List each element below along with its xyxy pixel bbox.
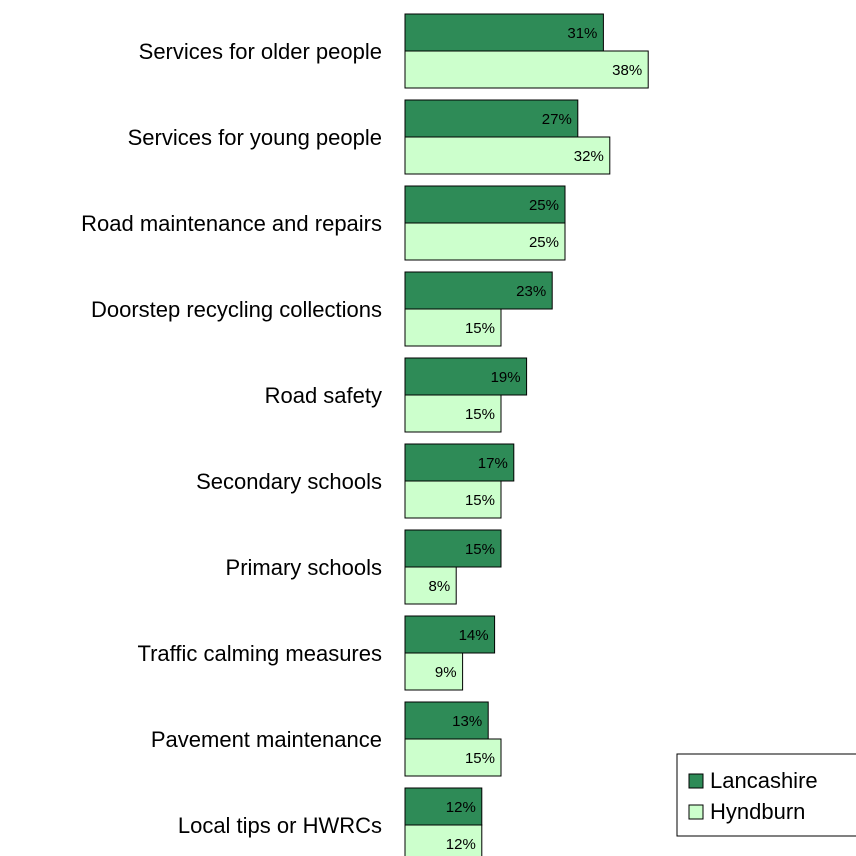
bar-lancashire-services-for-older-people: [404, 13, 604, 52]
legend-swatch-hyndburn: [688, 804, 704, 820]
bar-hyndburn-services-for-young-people: [404, 136, 611, 175]
bar-lancashire-secondary-schools: [404, 443, 515, 482]
value-label-lancashire-secondary-schools: 17%: [478, 455, 508, 472]
bar-hyndburn-road-safety: [404, 394, 502, 433]
value-label-lancashire-doorstep-recycling-collections: 23%: [516, 283, 546, 300]
category-label-services-for-young-people: Services for young people: [128, 125, 382, 150]
bars-group: [404, 13, 649, 856]
value-label-lancashire-services-for-older-people: 31%: [567, 25, 597, 42]
bar-hyndburn-services-for-older-people: [404, 50, 649, 89]
value-label-lancashire-primary-schools: 15%: [465, 541, 495, 558]
value-label-lancashire-pavement-maintenance: 13%: [452, 713, 482, 730]
bar-hyndburn-primary-schools: [404, 566, 457, 605]
bar-hyndburn-road-maintenance-and-repairs: [404, 222, 566, 261]
category-label-local-tips-or-hwrcs: Local tips or HWRCs: [178, 813, 382, 838]
bar-hyndburn-pavement-maintenance: [404, 738, 502, 777]
value-label-lancashire-road-maintenance-and-repairs: 25%: [529, 197, 559, 214]
category-label-doorstep-recycling-collections: Doorstep recycling collections: [91, 297, 382, 322]
bar-lancashire-services-for-young-people: [404, 99, 579, 138]
bar-hyndburn-doorstep-recycling-collections: [404, 308, 502, 347]
value-label-hyndburn-local-tips-or-hwrcs: 12%: [446, 836, 476, 853]
value-label-hyndburn-primary-schools: 8%: [429, 578, 451, 595]
category-label-pavement-maintenance: Pavement maintenance: [151, 727, 382, 752]
category-label-traffic-calming-measures: Traffic calming measures: [137, 641, 382, 666]
legend: Lancashire Hyndburn: [676, 753, 856, 837]
category-label-secondary-schools: Secondary schools: [196, 469, 382, 494]
category-label-road-safety: Road safety: [265, 383, 382, 408]
legend-label-hyndburn: Hyndburn: [710, 799, 805, 824]
bar-hyndburn-secondary-schools: [404, 480, 502, 519]
value-label-hyndburn-pavement-maintenance: 15%: [465, 750, 495, 767]
category-label-road-maintenance-and-repairs: Road maintenance and repairs: [81, 211, 382, 236]
value-label-lancashire-local-tips-or-hwrcs: 12%: [446, 799, 476, 816]
legend-swatch-lancashire: [688, 773, 704, 789]
value-label-hyndburn-road-safety: 15%: [465, 406, 495, 423]
value-label-hyndburn-doorstep-recycling-collections: 15%: [465, 320, 495, 337]
value-label-lancashire-traffic-calming-measures: 14%: [459, 627, 489, 644]
category-label-services-for-older-people: Services for older people: [139, 39, 382, 64]
legend-label-lancashire: Lancashire: [710, 768, 818, 793]
value-label-hyndburn-traffic-calming-measures: 9%: [435, 664, 457, 681]
labels-group: 31% 38% Services for older people 27% 32% Ser…: [81, 25, 642, 853]
value-label-hyndburn-services-for-young-people: 32%: [574, 148, 604, 165]
bar-hyndburn-traffic-calming-measures: [404, 652, 464, 691]
category-label-primary-schools: Primary schools: [226, 555, 382, 580]
value-label-hyndburn-road-maintenance-and-repairs: 25%: [529, 234, 559, 251]
value-label-hyndburn-services-for-older-people: 38%: [612, 62, 642, 79]
bar-hyndburn-local-tips-or-hwrcs: [404, 824, 483, 856]
value-label-hyndburn-secondary-schools: 15%: [465, 492, 495, 509]
value-label-lancashire-services-for-young-people: 27%: [542, 111, 572, 128]
bar-lancashire-pavement-maintenance: [404, 701, 489, 740]
bar-lancashire-local-tips-or-hwrcs: [404, 787, 483, 826]
value-label-lancashire-road-safety: 19%: [491, 369, 521, 386]
